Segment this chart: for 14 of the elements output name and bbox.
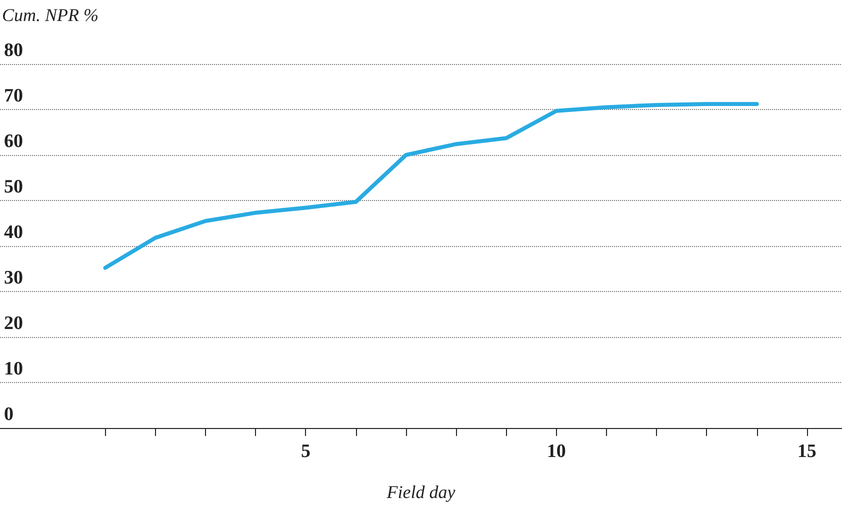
y-tick-label: 10 [4,358,23,380]
y-tick-label: 20 [4,313,23,334]
y-tick-label: 40 [4,222,23,243]
y-tick-label: 30 [4,268,23,288]
y-tick-label: 80 [4,40,23,61]
y-tick-label: 70 [4,86,23,106]
x-axis-title: Field day [386,482,456,502]
y-tick-label: 60 [4,131,23,152]
x-tick-label: 15 [797,441,816,462]
y-tick-label: 50 [4,176,23,198]
x-tick-label: 10 [546,441,566,462]
y-axis-title: Cum. NPR % [2,5,98,25]
x-tick-label: 5 [300,441,310,462]
y-tick-label: 0 [4,404,14,425]
